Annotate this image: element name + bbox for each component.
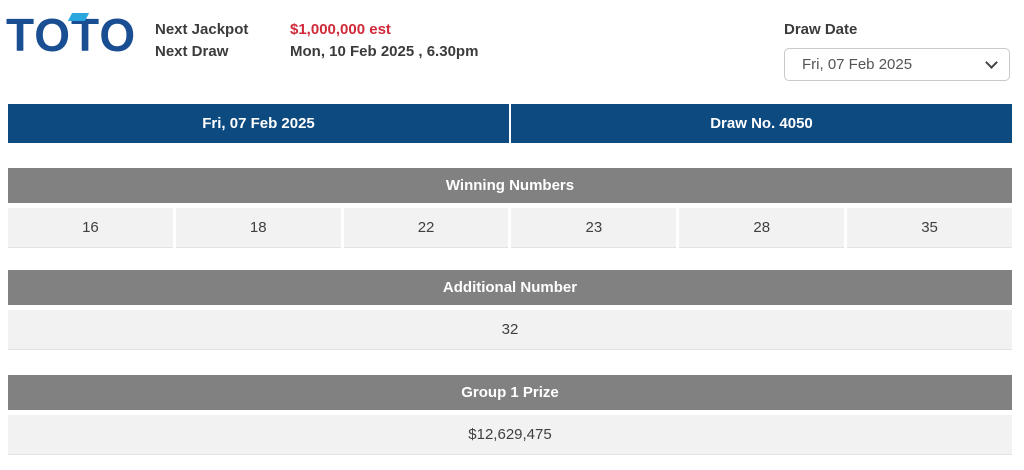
draw-info-bar: Fri, 07 Feb 2025 Draw No. 4050 (8, 104, 1012, 143)
results-table: Fri, 07 Feb 2025 Draw No. 4050 Winning N… (8, 104, 1012, 455)
next-draw-value: Mon, 10 Feb 2025 , 6.30pm (290, 43, 479, 60)
jackpot-info: Next Jackpot $1,000,000 est Next Draw Mo… (155, 21, 478, 60)
toto-logo: TOTO (6, 12, 136, 58)
winning-numbers-row: 16 18 22 23 28 35 (8, 208, 1012, 248)
draw-date-select-wrap: Fri, 07 Feb 2025 (784, 48, 1010, 81)
winning-numbers-header: Winning Numbers (8, 168, 1012, 203)
group1-prize-value: $12,629,475 (8, 415, 1012, 455)
top-header: TOTO Next Jackpot $1,000,000 est Next Dr… (0, 0, 1024, 104)
winning-number-cell: 16 (8, 208, 173, 248)
winning-number-cell: 23 (511, 208, 677, 248)
winning-number-cell: 35 (847, 208, 1012, 248)
additional-number-header: Additional Number (8, 270, 1012, 305)
draw-date-cell: Fri, 07 Feb 2025 (202, 115, 315, 132)
winning-number-cell: 22 (343, 208, 509, 248)
winning-number-cell: 28 (679, 208, 845, 248)
additional-number-value: 32 (8, 310, 1012, 350)
draw-date-box: Draw Date Fri, 07 Feb 2025 (784, 21, 1010, 81)
winning-number-cell: 18 (175, 208, 341, 248)
draw-date-label: Draw Date (784, 21, 858, 38)
next-draw-label: Next Draw (155, 43, 229, 60)
group1-prize-header: Group 1 Prize (8, 375, 1012, 410)
draw-number-cell: Draw No. 4050 (509, 104, 1012, 143)
draw-date-select[interactable]: Fri, 07 Feb 2025 (784, 48, 1010, 81)
next-jackpot-value: $1,000,000 est (290, 21, 391, 38)
next-jackpot-label: Next Jackpot (155, 21, 249, 38)
